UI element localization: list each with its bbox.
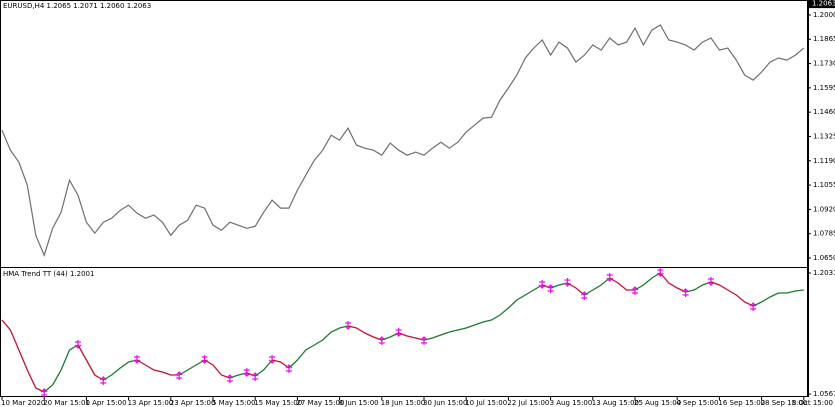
x-tick-label: 5 May 15:00 — [212, 399, 256, 407]
y-tick-label: 1.0920 — [813, 205, 835, 213]
chart-title: EURUSD,H4 1.2065 1.2071 1.2060 1.2063 — [3, 2, 151, 10]
y-tick-label: 1.1055 — [813, 181, 835, 189]
x-tick-label: 27 May 15:00 — [296, 399, 344, 407]
y-tick-label: 1.2000 — [813, 11, 835, 19]
y-tick-label: 1.1460 — [813, 108, 835, 116]
x-tick-label: 3 Aug 15:00 — [550, 399, 593, 407]
x-tick-label: 8 Oct 15:00 — [792, 399, 833, 407]
indicator-line — [102, 359, 138, 381]
x-tick-label: 13 Apr 15:00 — [128, 399, 174, 407]
indicator-line — [398, 332, 425, 341]
indicator-line — [609, 277, 635, 291]
indicator-line — [752, 289, 804, 307]
indicator-line — [584, 277, 611, 296]
x-tick-label: 16 Sep 15:00 — [718, 399, 765, 407]
y-tick-label: 1.0650 — [813, 254, 835, 262]
indicator-line — [288, 325, 349, 369]
x-tick-label: 20 Mar 15:00 — [43, 399, 90, 407]
plot-frame — [0, 0, 808, 397]
x-tick-label: 25 Aug 15:00 — [634, 399, 681, 407]
indicator-line — [659, 272, 686, 293]
last-price-box — [809, 0, 835, 9]
x-tick-label: 28 Sep 15:00 — [761, 399, 808, 407]
y-tick-label: 1.1325 — [813, 132, 835, 140]
x-tick-label: 10 Mar 2020 — [1, 399, 45, 407]
y-tick-label: 1.1190 — [813, 157, 835, 165]
x-tick-label: 15 May 15:00 — [254, 399, 302, 407]
signal-arrow — [74, 340, 82, 349]
x-tick-label: 8 Jun 15:00 — [339, 399, 379, 407]
indicator-line — [204, 359, 231, 379]
indicator-line — [77, 344, 104, 381]
indicator-line — [136, 359, 180, 376]
x-tick-label: 18 Jun 15:00 — [381, 399, 425, 407]
indicator-line — [347, 325, 383, 341]
last-price-label: 1.2063 — [812, 0, 835, 8]
indicator-line — [634, 272, 661, 291]
x-tick-label: 4 Sep 15:00 — [676, 399, 718, 407]
price-line — [1, 24, 805, 258]
y-tick-label: 1.0567 — [813, 390, 835, 398]
indicator-line — [271, 359, 290, 369]
x-tick-label: 13 Aug 15:00 — [592, 399, 639, 407]
indicator-line — [1, 319, 45, 393]
indicator-line — [178, 359, 205, 376]
indicator-line — [541, 284, 551, 289]
indicator-line — [567, 282, 585, 296]
indicator-title: HMA Trend TT (44) 1.2001 — [3, 270, 94, 278]
indicator-line — [43, 344, 79, 393]
x-tick-label: 30 Jun 15:00 — [423, 399, 467, 407]
indicator-line — [423, 284, 543, 341]
y-tick-label: 1.1730 — [813, 60, 835, 68]
indicator-line — [710, 281, 754, 307]
y-tick-label: 1.1595 — [813, 84, 835, 92]
x-tick-label: 22 Jul 15:00 — [507, 399, 549, 407]
x-tick-label: 1 Apr 15:00 — [85, 399, 126, 407]
signal-arrow — [656, 268, 664, 277]
y-tick-label: 1.1865 — [813, 35, 835, 43]
indicator-line — [685, 281, 712, 293]
x-tick-label: 23 Apr 15:00 — [170, 399, 216, 407]
indicator-line — [246, 372, 256, 377]
x-tick-label: 10 Jul 15:00 — [465, 399, 507, 407]
indicator-line — [381, 332, 399, 341]
indicator-line — [254, 359, 273, 377]
y-tick-label: 1.0785 — [813, 230, 835, 238]
